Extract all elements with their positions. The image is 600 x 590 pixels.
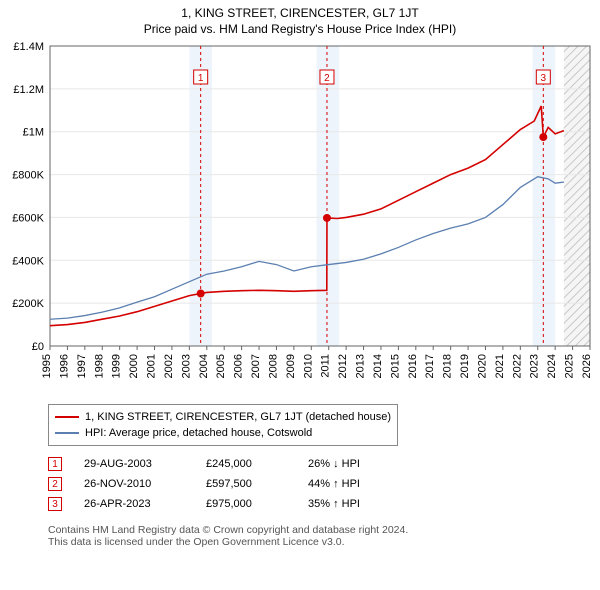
svg-text:1: 1 — [198, 73, 204, 84]
svg-text:£1.2M: £1.2M — [13, 84, 44, 96]
legend-row: HPI: Average price, detached house, Cots… — [55, 425, 391, 441]
svg-text:2020: 2020 — [476, 354, 488, 378]
svg-text:£400K: £400K — [12, 255, 44, 267]
svg-text:2004: 2004 — [198, 354, 210, 378]
svg-text:2019: 2019 — [459, 354, 471, 378]
event-delta: 35% ↑ HPI — [308, 498, 398, 510]
svg-text:£1M: £1M — [23, 127, 44, 139]
chart-title-address: 1, KING STREET, CIRENCESTER, GL7 1JT — [4, 6, 596, 20]
svg-text:2003: 2003 — [180, 354, 192, 378]
event-row: 1 29-AUG-2003 £245,000 26% ↓ HPI — [48, 454, 580, 474]
event-marker-icon: 1 — [48, 457, 62, 471]
event-row: 3 26-APR-2023 £975,000 35% ↑ HPI — [48, 494, 580, 514]
svg-text:2002: 2002 — [163, 354, 175, 378]
event-row: 2 26-NOV-2010 £597,500 44% ↑ HPI — [48, 474, 580, 494]
svg-text:2000: 2000 — [128, 354, 140, 378]
legend-label: 1, KING STREET, CIRENCESTER, GL7 1JT (de… — [85, 411, 391, 423]
svg-text:£800K: £800K — [12, 170, 44, 182]
footer-line: This data is licensed under the Open Gov… — [48, 536, 580, 548]
svg-text:2012: 2012 — [337, 354, 349, 378]
svg-text:2013: 2013 — [355, 354, 367, 378]
svg-text:2007: 2007 — [250, 354, 262, 378]
event-date: 26-APR-2023 — [84, 498, 184, 510]
legend-swatch-price — [55, 416, 79, 418]
svg-text:2026: 2026 — [581, 354, 593, 378]
svg-text:2009: 2009 — [285, 354, 297, 378]
event-marker-icon: 3 — [48, 497, 62, 511]
event-price: £975,000 — [206, 498, 286, 510]
legend: 1, KING STREET, CIRENCESTER, GL7 1JT (de… — [48, 404, 398, 446]
svg-text:2022: 2022 — [511, 354, 523, 378]
svg-text:2015: 2015 — [389, 354, 401, 378]
svg-text:2011: 2011 — [320, 354, 332, 378]
event-price: £245,000 — [206, 458, 286, 470]
svg-text:£200K: £200K — [12, 298, 44, 310]
svg-text:2023: 2023 — [529, 354, 541, 378]
svg-text:2001: 2001 — [146, 354, 158, 378]
svg-text:2017: 2017 — [424, 354, 436, 378]
svg-text:2005: 2005 — [215, 354, 227, 378]
svg-text:£600K: £600K — [12, 212, 44, 224]
svg-text:2014: 2014 — [372, 354, 384, 378]
svg-text:£0: £0 — [32, 341, 44, 353]
svg-text:1998: 1998 — [93, 354, 105, 378]
event-date: 26-NOV-2010 — [84, 478, 184, 490]
events-table: 1 29-AUG-2003 £245,000 26% ↓ HPI 2 26-NO… — [48, 454, 580, 514]
event-marker-icon: 2 — [48, 477, 62, 491]
svg-text:2021: 2021 — [494, 354, 506, 378]
svg-text:£1.4M: £1.4M — [13, 41, 44, 53]
event-delta: 44% ↑ HPI — [308, 478, 398, 490]
svg-text:2008: 2008 — [267, 354, 279, 378]
svg-text:2018: 2018 — [442, 354, 454, 378]
svg-text:1996: 1996 — [58, 354, 70, 378]
svg-text:1997: 1997 — [76, 354, 88, 378]
event-date: 29-AUG-2003 — [84, 458, 184, 470]
chart-title-desc: Price paid vs. HM Land Registry's House … — [4, 22, 596, 36]
svg-text:2024: 2024 — [546, 354, 558, 378]
svg-text:2006: 2006 — [233, 354, 245, 378]
chart-svg: £0 £200K £400K £600K £800K £1M £1.2M £1.4M 1995 1… — [0, 38, 600, 400]
svg-text:3: 3 — [541, 73, 547, 84]
svg-text:1995: 1995 — [41, 354, 53, 378]
chart-area: £0 £200K £400K £600K £800K £1M £1.2M £1.4M 1995 1… — [0, 38, 600, 400]
svg-text:2025: 2025 — [564, 354, 576, 378]
svg-text:2016: 2016 — [407, 354, 419, 378]
footer: Contains HM Land Registry data © Crown c… — [48, 524, 580, 548]
legend-swatch-hpi — [55, 432, 79, 434]
legend-row: 1, KING STREET, CIRENCESTER, GL7 1JT (de… — [55, 409, 391, 425]
svg-text:1999: 1999 — [111, 354, 123, 378]
svg-text:2010: 2010 — [302, 354, 314, 378]
event-delta: 26% ↓ HPI — [308, 458, 398, 470]
svg-text:2: 2 — [324, 73, 330, 84]
footer-line: Contains HM Land Registry data © Crown c… — [48, 524, 580, 536]
event-price: £597,500 — [206, 478, 286, 490]
legend-label: HPI: Average price, detached house, Cots… — [85, 427, 312, 439]
